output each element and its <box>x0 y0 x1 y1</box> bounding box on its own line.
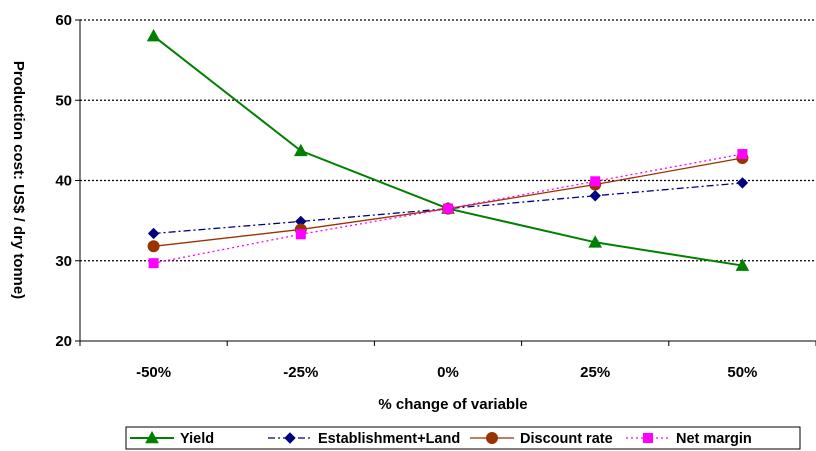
y-tick-label: 30 <box>55 253 72 270</box>
x-tick-label: 0% <box>437 364 459 381</box>
data-point-net-margin <box>295 229 306 240</box>
axes <box>75 19 816 346</box>
legend-box <box>125 426 801 450</box>
legend-marker-net-margin <box>643 433 653 443</box>
gridlines <box>80 19 816 262</box>
series-line-yield <box>152 35 743 267</box>
data-point-establishment-land <box>736 177 749 189</box>
data-point-yield <box>588 235 603 248</box>
x-tick-label: 25% <box>580 364 610 381</box>
series-net-margin <box>148 149 748 269</box>
x-tick-label: -50% <box>136 364 171 381</box>
legend-marker-establishment-land <box>284 432 296 444</box>
x-axis-title: % change of variable <box>378 396 527 413</box>
data-point-discount-rate <box>147 240 160 253</box>
legend: Yield Establishment+Land Discount rate Net … <box>125 426 801 450</box>
x-tick-label: -25% <box>283 364 318 381</box>
series-line-net-margin <box>153 153 743 264</box>
data-point-yield <box>293 143 308 157</box>
data-point-net-margin <box>737 149 748 160</box>
data-point-net-margin <box>148 258 159 269</box>
legend-label-discount-rate: Discount rate <box>520 431 613 447</box>
legend-label-yield: Yield <box>180 431 214 447</box>
legend-marker-discount-rate <box>486 432 498 444</box>
y-tick-label: 60 <box>55 12 72 29</box>
series-group <box>146 29 750 271</box>
y-tick-label: 40 <box>55 173 72 190</box>
data-point-net-margin <box>590 176 601 187</box>
data-point-establishment-land <box>589 190 601 202</box>
y-tick-labels: 20 30 40 50 60 <box>55 12 72 350</box>
data-point-net-margin <box>443 203 453 214</box>
y-axis-title: Production cost: US$ / dry tonne) <box>10 61 27 299</box>
data-point-yield <box>735 258 750 271</box>
y-tick-label: 50 <box>55 92 72 109</box>
data-point-yield <box>146 29 161 42</box>
legend-marker-yield <box>145 430 159 444</box>
x-tick-label: 50% <box>727 364 757 381</box>
series-yield <box>146 29 750 271</box>
legend-label-establishment-land: Establishment+Land <box>318 431 460 447</box>
y-tick-label: 20 <box>55 333 72 350</box>
legend-label-net-margin: Net margin <box>676 431 752 447</box>
x-tick-labels: -50% -25% 0% 25% 50% <box>136 364 757 381</box>
data-point-establishment-land <box>147 227 160 240</box>
